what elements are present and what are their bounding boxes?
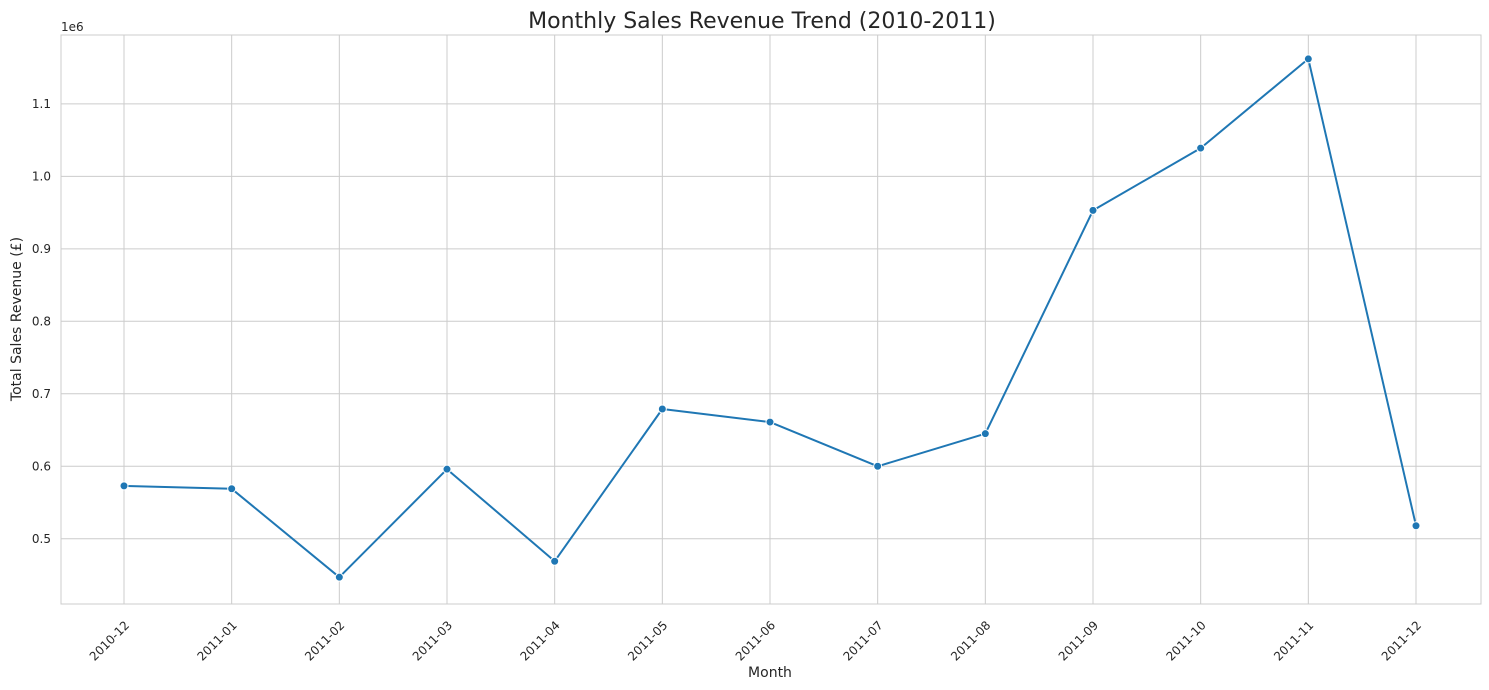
data-point (1411, 521, 1421, 531)
data-point (334, 572, 344, 582)
data-point (227, 484, 237, 494)
grid-layer (61, 35, 1481, 604)
x-axis-label: Month (748, 665, 792, 681)
data-point (1088, 205, 1098, 215)
y-tick-label: 0.6 (32, 459, 51, 473)
data-point (1196, 143, 1206, 153)
y-axis-offset-label: 1e6 (61, 20, 84, 34)
data-point (873, 461, 883, 471)
data-point (119, 481, 129, 491)
data-point (550, 556, 560, 566)
data-point (657, 404, 667, 414)
data-point (442, 464, 452, 474)
y-tick-label: 0.8 (32, 314, 51, 328)
y-axis-label: Total Sales Revenue (£) (9, 237, 25, 402)
y-tick-label: 1.0 (32, 169, 51, 183)
chart-title: Monthly Sales Revenue Trend (2010-2011) (528, 9, 996, 34)
data-point (980, 429, 990, 439)
y-tick-label: 0.9 (32, 242, 51, 256)
plot-frame (60, 34, 1482, 605)
y-tick-label: 0.5 (32, 532, 51, 546)
data-point (1303, 54, 1313, 64)
data-point (765, 417, 775, 427)
y-tick-label: 1.1 (32, 97, 51, 111)
y-tick-label: 0.7 (32, 387, 51, 401)
data-layer (119, 54, 1421, 582)
